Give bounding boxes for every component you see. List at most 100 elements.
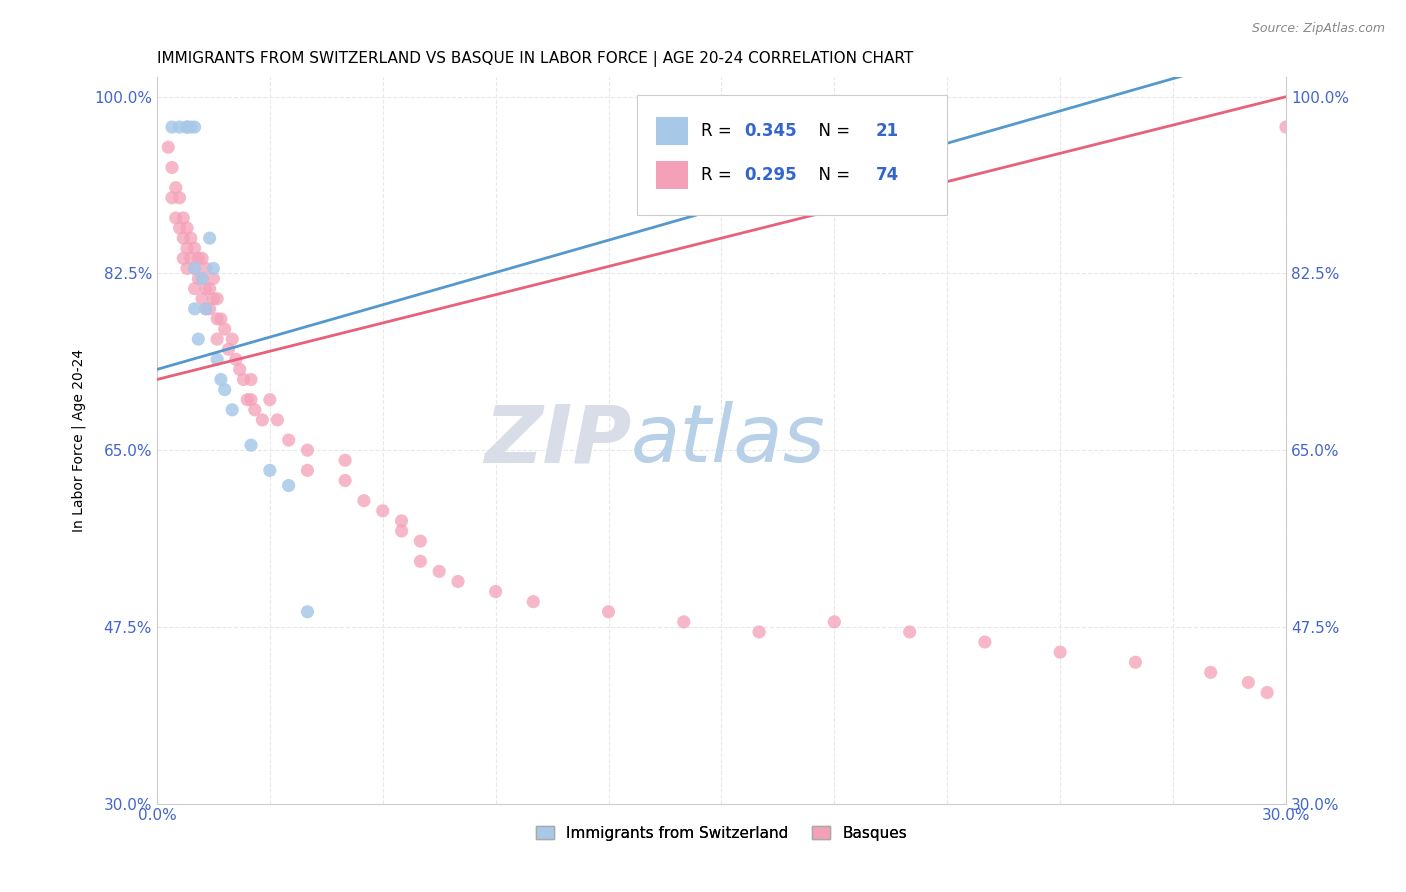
Point bbox=[333, 453, 356, 467]
Point bbox=[194, 301, 217, 316]
Point bbox=[183, 120, 205, 134]
Point bbox=[165, 180, 187, 194]
Point bbox=[176, 261, 198, 276]
Point bbox=[187, 271, 209, 285]
Point bbox=[205, 292, 228, 306]
Point bbox=[209, 372, 232, 386]
Point bbox=[240, 438, 263, 452]
Point bbox=[165, 211, 187, 225]
Point bbox=[191, 271, 214, 285]
Point bbox=[217, 342, 239, 356]
Point bbox=[198, 231, 221, 245]
Point bbox=[191, 271, 214, 285]
Point bbox=[160, 191, 183, 205]
Text: N =: N = bbox=[808, 166, 856, 184]
Point bbox=[252, 413, 274, 427]
Text: IMMIGRANTS FROM SWITZERLAND VS BASQUE IN LABOR FORCE | AGE 20-24 CORRELATION CHA: IMMIGRANTS FROM SWITZERLAND VS BASQUE IN… bbox=[157, 51, 912, 67]
Text: N =: N = bbox=[808, 122, 856, 140]
Point bbox=[180, 231, 202, 245]
Point bbox=[194, 261, 217, 276]
Point bbox=[169, 120, 191, 134]
Point bbox=[176, 120, 198, 134]
Point bbox=[447, 574, 470, 589]
Point bbox=[1049, 645, 1071, 659]
Legend: Immigrants from Switzerland, Basques: Immigrants from Switzerland, Basques bbox=[530, 820, 912, 847]
Point bbox=[297, 443, 319, 458]
Text: ZIP: ZIP bbox=[484, 401, 631, 479]
Point bbox=[194, 301, 217, 316]
Point bbox=[187, 332, 209, 346]
Point bbox=[221, 402, 243, 417]
Point bbox=[205, 332, 228, 346]
Point bbox=[194, 282, 217, 296]
Point bbox=[427, 565, 450, 579]
Point bbox=[183, 261, 205, 276]
Point bbox=[259, 463, 281, 477]
Point bbox=[598, 605, 620, 619]
Point bbox=[277, 478, 299, 492]
Point bbox=[157, 140, 180, 154]
Point bbox=[187, 252, 209, 266]
Point bbox=[1237, 675, 1260, 690]
Point bbox=[180, 120, 202, 134]
Point bbox=[333, 474, 356, 488]
FancyBboxPatch shape bbox=[657, 117, 688, 145]
Point bbox=[672, 615, 695, 629]
Point bbox=[214, 383, 236, 397]
Text: 0.295: 0.295 bbox=[744, 166, 797, 184]
Point bbox=[169, 191, 191, 205]
Point bbox=[205, 312, 228, 326]
Point bbox=[371, 504, 394, 518]
Point bbox=[202, 292, 225, 306]
Point bbox=[209, 312, 232, 326]
FancyBboxPatch shape bbox=[637, 95, 948, 215]
Point bbox=[297, 605, 319, 619]
Point bbox=[172, 231, 194, 245]
Point bbox=[221, 332, 243, 346]
Y-axis label: In Labor Force | Age 20-24: In Labor Force | Age 20-24 bbox=[72, 349, 86, 532]
Point bbox=[172, 252, 194, 266]
Point bbox=[180, 252, 202, 266]
Point bbox=[1199, 665, 1222, 680]
Point bbox=[748, 624, 770, 639]
Point bbox=[1256, 685, 1278, 699]
Point bbox=[176, 221, 198, 235]
Point bbox=[205, 352, 228, 367]
Text: 74: 74 bbox=[876, 166, 900, 184]
Point bbox=[183, 282, 205, 296]
Text: R =: R = bbox=[702, 166, 737, 184]
Point bbox=[391, 514, 413, 528]
Point bbox=[191, 252, 214, 266]
Point bbox=[160, 120, 183, 134]
Point bbox=[202, 261, 225, 276]
Point bbox=[297, 463, 319, 477]
Point bbox=[277, 433, 299, 447]
Point bbox=[176, 241, 198, 255]
Text: 0.345: 0.345 bbox=[744, 122, 797, 140]
Point bbox=[1275, 120, 1298, 134]
Point bbox=[266, 413, 288, 427]
Point bbox=[172, 211, 194, 225]
Point bbox=[243, 402, 266, 417]
Point bbox=[522, 595, 544, 609]
Point bbox=[240, 392, 263, 407]
Point bbox=[240, 372, 263, 386]
Text: R =: R = bbox=[702, 122, 737, 140]
Point bbox=[202, 271, 225, 285]
Point bbox=[198, 301, 221, 316]
Point bbox=[823, 615, 845, 629]
Point bbox=[225, 352, 247, 367]
Point bbox=[259, 392, 281, 407]
Point bbox=[229, 362, 252, 376]
Point bbox=[409, 534, 432, 549]
Point bbox=[485, 584, 508, 599]
Point bbox=[214, 322, 236, 336]
Point bbox=[183, 301, 205, 316]
Point bbox=[1125, 655, 1147, 669]
Point bbox=[183, 241, 205, 255]
Text: atlas: atlas bbox=[631, 401, 825, 479]
Point bbox=[198, 282, 221, 296]
Point bbox=[160, 161, 183, 175]
Point bbox=[169, 221, 191, 235]
Point bbox=[232, 372, 254, 386]
